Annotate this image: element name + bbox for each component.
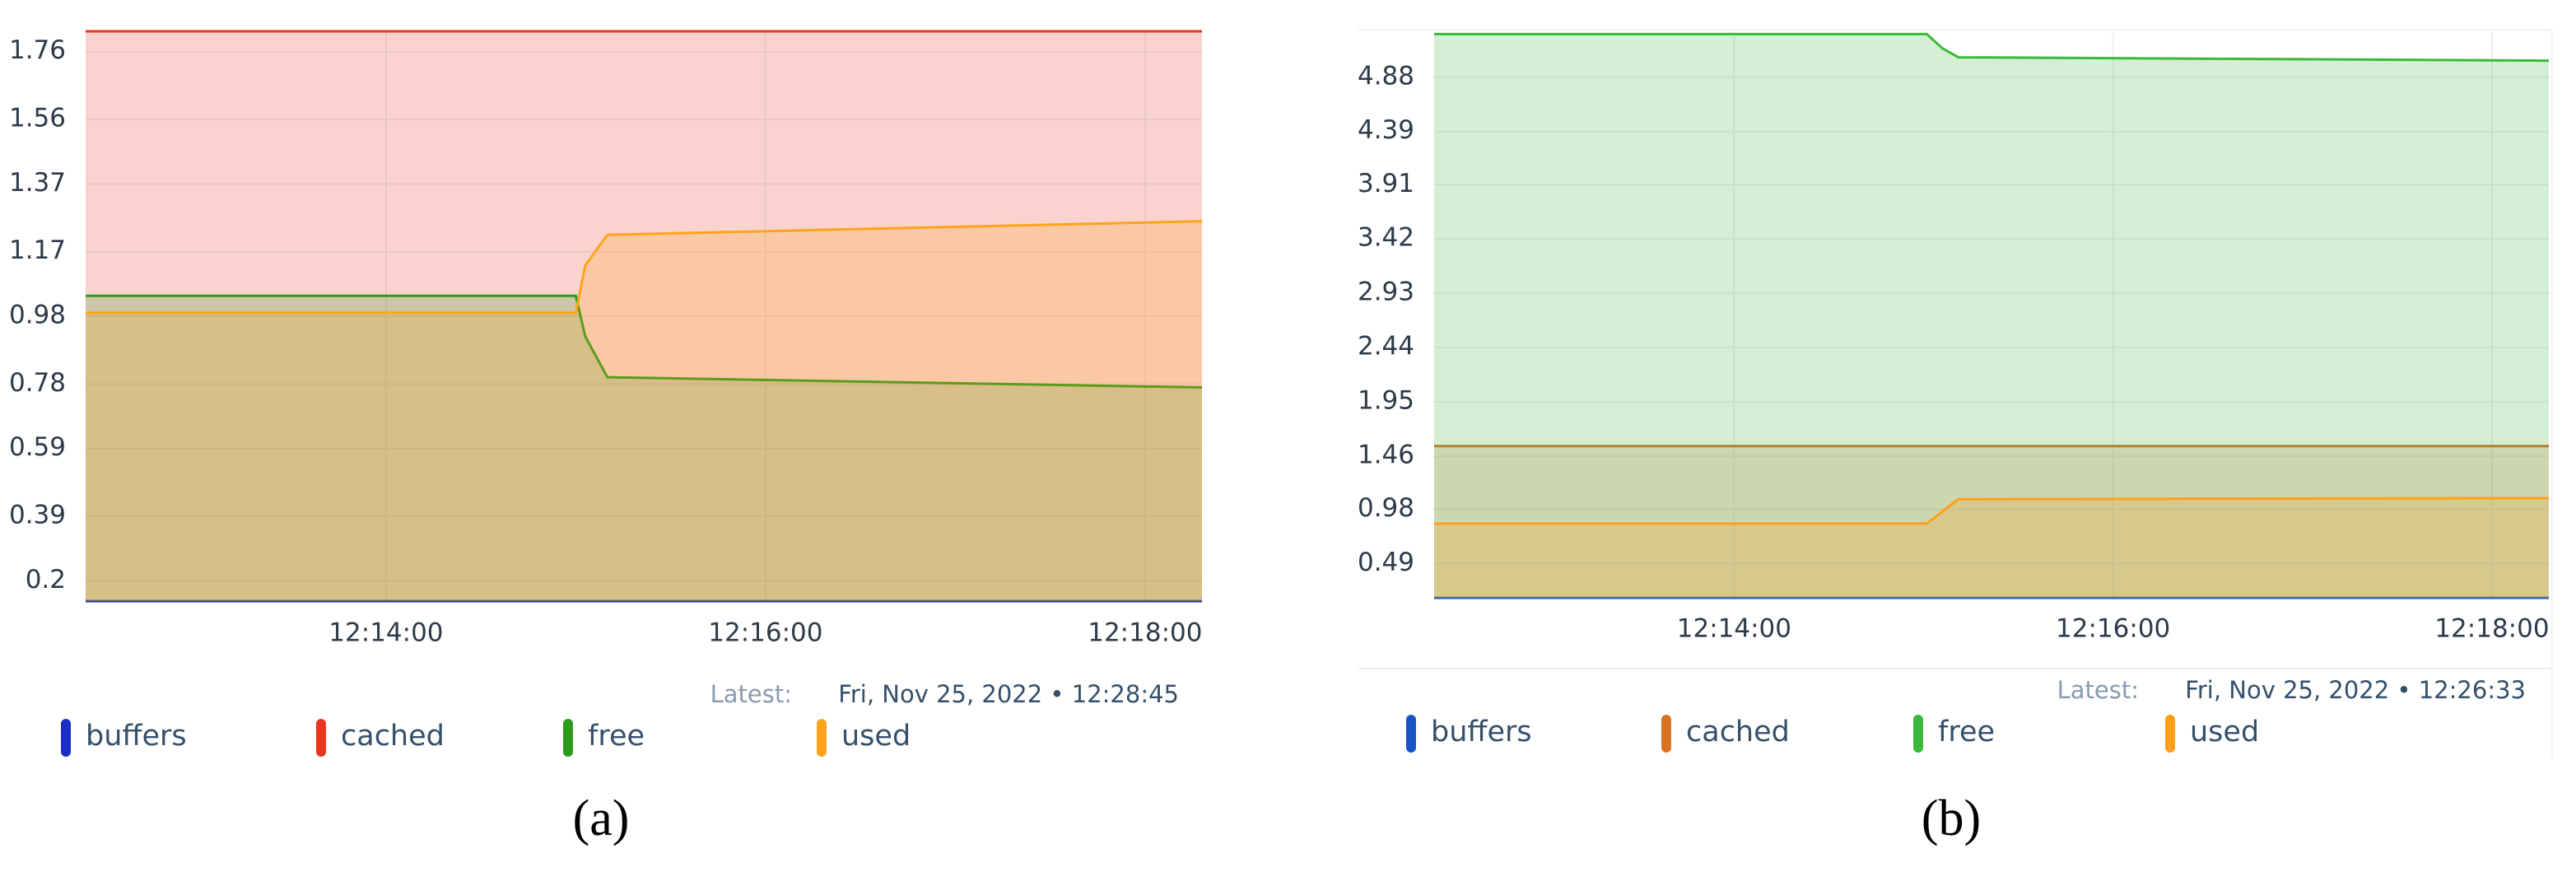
x-tick-label: 12:16:00 — [708, 618, 822, 648]
line — [1434, 497, 2550, 525]
y-tick-label: 2.93 — [1358, 277, 1414, 307]
area — [1434, 445, 2549, 598]
area — [86, 31, 1202, 601]
y-tick-label: 3.42 — [1358, 223, 1414, 253]
legend-label: free — [588, 720, 645, 753]
x-tick-label: 12:16:00 — [2056, 614, 2170, 644]
latest-label: Latest: — [710, 680, 792, 708]
legend-label: free — [1938, 716, 1995, 748]
line — [86, 220, 1203, 315]
chart: 0.2 0.39 0.59 0.78 0.98 1.17 1.37 1.56 1.76 12:14… — [9, 30, 1203, 846]
legend-swatch — [1406, 715, 1416, 753]
legend-label: buffers — [1431, 716, 1532, 748]
x-tick-label: 12:18:00 — [1088, 618, 1202, 648]
y-tick-label: 0.98 — [1358, 493, 1414, 523]
line — [86, 294, 1203, 389]
y-tick-label: 1.95 — [1358, 385, 1414, 415]
area — [1434, 34, 2549, 599]
y-tick-label: 1.76 — [9, 35, 66, 65]
line — [1434, 32, 2550, 63]
latest-timestamp: Fri, Nov 25, 2022 • 12:28:45 — [838, 680, 1179, 708]
area — [1434, 497, 2549, 598]
chart: 0.49 0.98 1.46 1.95 2.44 2.93 3.42 3.91 4.39 4.88… — [1358, 32, 2550, 846]
latest-label: Latest: — [2057, 676, 2139, 704]
y-tick-label: 0.49 — [1358, 548, 1414, 577]
x-tick-label: 12:14:00 — [1677, 614, 1791, 644]
legend-label: buffers — [86, 720, 187, 753]
legend-swatch — [316, 719, 326, 757]
y-tick-label: 2.44 — [1358, 332, 1414, 361]
legend-swatch — [817, 719, 827, 757]
legend-label: cached — [1686, 716, 1790, 748]
y-tick-label: 1.17 — [9, 235, 66, 265]
y-tick-label: 4.88 — [1358, 61, 1414, 91]
caption: (a) — [573, 790, 630, 846]
legend-label: used — [2190, 716, 2259, 748]
y-tick-label: 4.39 — [1358, 115, 1414, 145]
legend-label: used — [841, 720, 911, 753]
y-tick-label: 1.56 — [9, 104, 66, 133]
x-tick-label: 12:14:00 — [328, 618, 443, 648]
y-tick-label: 1.37 — [9, 168, 66, 198]
y-tick-label: 0.78 — [9, 368, 66, 398]
legend-swatch — [61, 719, 71, 757]
caption: (b) — [1922, 790, 1981, 846]
legend-swatch — [1913, 715, 1923, 753]
latest-timestamp: Fri, Nov 25, 2022 • 12:26:33 — [2185, 676, 2526, 704]
x-tick-label: 12:18:00 — [2434, 614, 2549, 644]
y-tick-label: 0.39 — [9, 501, 66, 530]
y-tick-label: 3.91 — [1358, 169, 1414, 198]
area — [86, 296, 1202, 601]
legend-swatch — [563, 719, 573, 757]
y-tick-label: 0.98 — [9, 301, 66, 330]
legend-swatch — [2165, 715, 2175, 753]
y-tick-label: 1.46 — [1358, 440, 1414, 469]
y-tick-label: 0.2 — [26, 565, 66, 595]
y-tick-label: 0.59 — [9, 432, 66, 462]
legend-label: cached — [341, 720, 445, 753]
legend-swatch — [1661, 715, 1671, 753]
area — [86, 221, 1202, 601]
